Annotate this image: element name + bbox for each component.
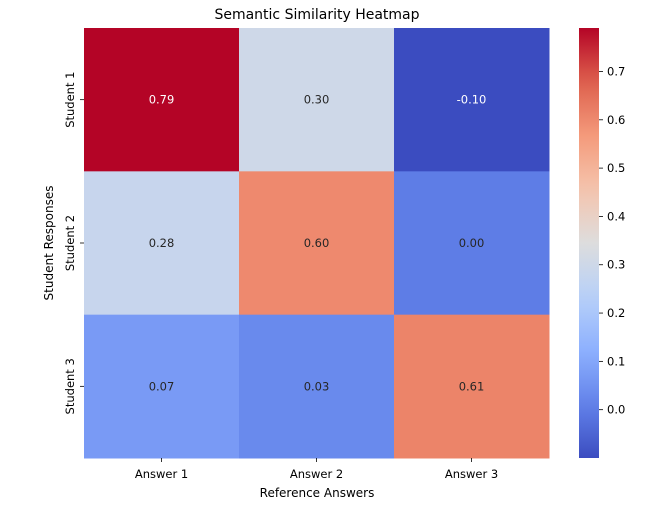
cell-value-label: 0.79 [149,93,175,107]
colorbar [579,28,599,458]
heatmap-cell [394,171,550,316]
y-tick-label: Student 2 [63,215,77,271]
cell-value-label: 0.03 [304,379,330,393]
chart-title: Semantic Similarity Heatmap [214,7,419,23]
colorbar-tick-label: 0.3 [607,258,625,272]
y-tick-label: Student 3 [63,358,77,414]
heatmap-cell [394,28,550,172]
x-tick-label: Answer 3 [445,467,498,481]
x-axis: Answer 1 Answer 2 Answer 3 [135,458,498,481]
colorbar-tick-label: 0.7 [607,64,625,78]
colorbar-tick-label: 0.5 [607,161,625,175]
colorbar-tick-label: 0.2 [607,306,625,320]
cell-value-label: 0.07 [149,379,175,393]
heatmap-cell [239,314,395,459]
heatmap-cell [84,28,240,172]
colorbar-ticks: 0.0 0.1 0.2 0.3 0.4 0.5 0.6 0.7 [599,64,625,417]
cell-value-label: -0.10 [457,93,487,107]
colorbar-tick-label: 0.4 [607,209,625,223]
heatmap-cell [239,28,395,172]
cell-value-label: 0.28 [149,236,175,250]
cell-value-label: 0.61 [459,379,485,393]
colorbar-tick-label: 0.6 [607,113,625,127]
colorbar-tick-label: 0.1 [607,354,625,368]
x-tick-label: Answer 2 [290,467,343,481]
colorbar-tick-label: 0.0 [607,403,625,417]
y-tick-label: Student 1 [63,72,77,128]
heatmap-cells: 0.79 0.30 -0.10 0.28 0.60 0.00 0.07 0.03 0.61 [84,28,550,459]
heatmap-cell [239,171,395,316]
cell-value-label: 0.60 [304,236,330,250]
y-axis-label: Student Responses [42,186,56,301]
x-tick-label: Answer 1 [135,467,188,481]
cell-value-label: 0.30 [304,93,330,107]
y-axis: Student 1 Student 2 Student 3 [63,72,84,414]
x-axis-label: Reference Answers [260,486,375,500]
heatmap-cell [394,314,550,459]
heatmap-cell [84,314,240,459]
cell-value-label: 0.00 [459,236,485,250]
heatmap-cell [84,171,240,316]
